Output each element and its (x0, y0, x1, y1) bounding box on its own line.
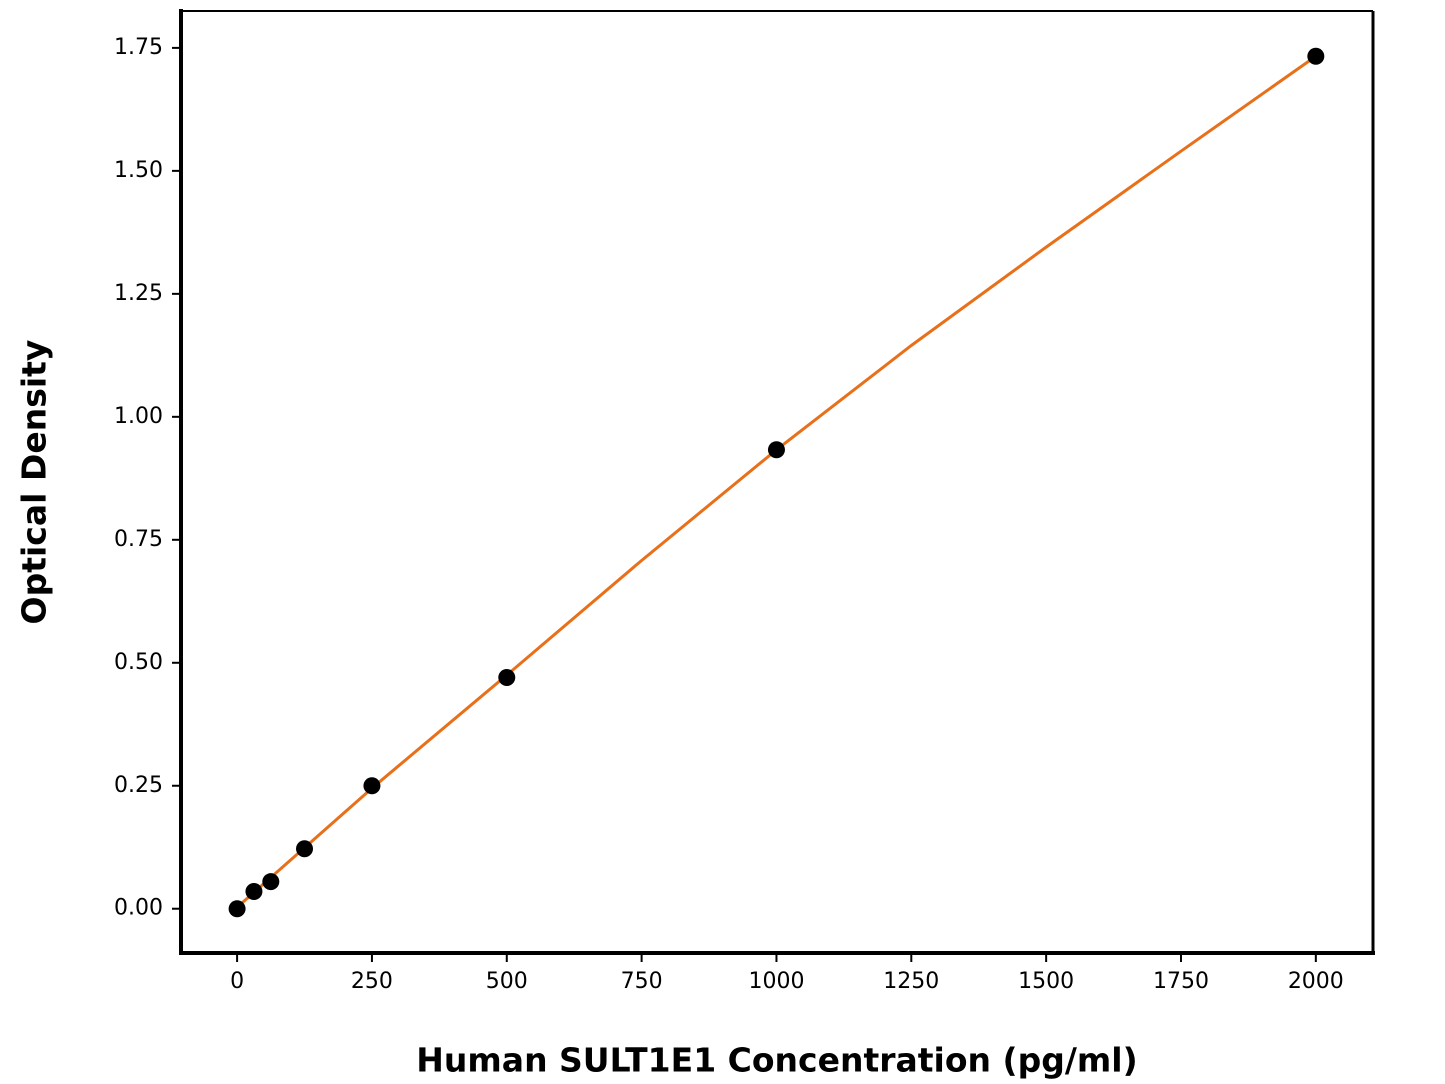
x-tick-label: 500 (486, 969, 528, 994)
x-tick-label: 1000 (748, 969, 804, 994)
x-tick-label: 0 (230, 969, 244, 994)
x-tick-label: 750 (621, 969, 663, 994)
y-axis-label: Optical Density (15, 340, 54, 625)
y-tick-label: 1.25 (114, 281, 163, 306)
x-axis-label: Human SULT1E1 Concentration (pg/ml) (416, 1041, 1137, 1080)
data-point (228, 900, 246, 918)
data-point (245, 883, 263, 901)
data-point (1307, 47, 1325, 65)
y-tick-label: 0.25 (114, 773, 163, 798)
data-point (498, 669, 516, 687)
data-point (363, 777, 381, 795)
y-tick-label: 1.00 (114, 404, 163, 429)
y-tick-label: 0.00 (114, 896, 163, 921)
x-tick-label: 1250 (883, 969, 939, 994)
x-tick-label: 2000 (1288, 969, 1344, 994)
fit-curve (236, 55, 1317, 909)
y-tick-label: 1.75 (114, 35, 163, 60)
data-point (767, 441, 785, 459)
y-tick-label: 1.50 (114, 158, 163, 183)
x-tick-label: 1750 (1153, 969, 1209, 994)
y-tick-label: 0.75 (114, 527, 163, 552)
x-tick-label: 1500 (1018, 969, 1074, 994)
y-tick-label: 0.50 (114, 650, 163, 675)
data-point (262, 873, 280, 891)
data-point (296, 840, 314, 858)
x-tick-label: 250 (351, 969, 393, 994)
